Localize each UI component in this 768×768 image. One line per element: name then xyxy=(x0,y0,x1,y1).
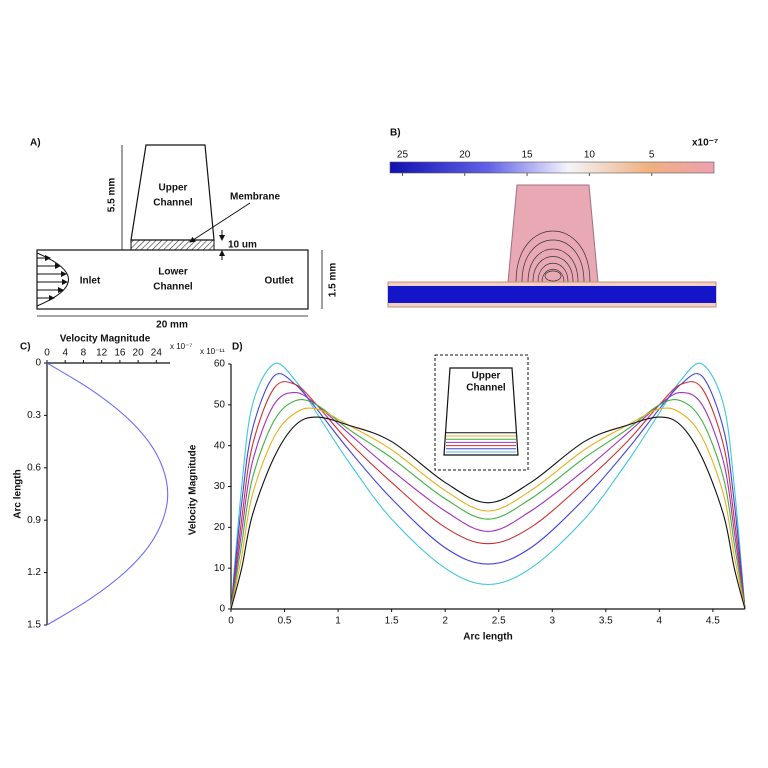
y-tick-label: 30 xyxy=(214,481,226,492)
panel-label: B) xyxy=(390,128,401,139)
inset-label: Upper xyxy=(472,371,501,382)
panel-label: C) xyxy=(20,342,31,353)
x-tick-label: 20 xyxy=(133,348,145,359)
x-tick-label: 0 xyxy=(44,348,50,359)
data-line xyxy=(230,416,746,610)
y-tick-label: 10 xyxy=(214,563,226,574)
panel-a xyxy=(36,144,323,317)
colorbar-tick-label: 20 xyxy=(459,150,471,161)
lower-channel-shape xyxy=(36,249,309,310)
x-tick-label: 4 xyxy=(62,348,68,359)
x-tick-label: 4.5 xyxy=(706,616,720,627)
data-line xyxy=(230,373,746,610)
thickness-label: 10 um xyxy=(228,240,257,251)
y-tick-label: 50 xyxy=(214,399,226,410)
y-tick-label: 0 xyxy=(219,604,225,615)
membrane-label: Membrane xyxy=(230,192,280,203)
outlet-label: Outlet xyxy=(265,276,295,287)
y-axis-label: Velocity Magnitude xyxy=(188,444,199,535)
x-tick-label: 2.5 xyxy=(492,616,506,627)
contour-lines xyxy=(515,230,591,283)
x-axis-label: Velocity Magnitude xyxy=(60,334,151,345)
x-tick-label: 0 xyxy=(228,616,234,627)
inset-label: Channel xyxy=(466,383,506,394)
data-line xyxy=(230,381,746,610)
x-tick-label: 0.5 xyxy=(278,616,292,627)
x-tick-label: 3.5 xyxy=(599,616,613,627)
dimension-label: 5.5 mm xyxy=(107,178,118,213)
y-tick-label: 0.3 xyxy=(27,410,41,421)
lower-channel-label: Lower xyxy=(158,267,188,278)
colorbar-tick-label: 25 xyxy=(397,150,409,161)
y-tick-label: 0.9 xyxy=(27,515,41,526)
y-tick-label: 0 xyxy=(35,358,41,369)
x-tick-label: 1.5 xyxy=(385,616,399,627)
colorbar-tick-label: 15 xyxy=(522,150,534,161)
panel-label: A) xyxy=(30,138,41,149)
x-tick-label: 4 xyxy=(657,616,663,627)
upper-channel-field xyxy=(507,184,599,283)
lower-channel-flow xyxy=(388,286,716,303)
x-tick-label: 8 xyxy=(81,348,87,359)
y-tick-label: 1.2 xyxy=(27,567,41,578)
colorbar-tick-label: 5 xyxy=(649,150,655,161)
panel-b-field xyxy=(387,184,717,308)
data-line xyxy=(230,407,746,610)
axis-scale: x 10⁻¹¹ xyxy=(200,347,225,356)
membrane-shape xyxy=(130,239,215,251)
x-tick-label: 1 xyxy=(335,616,341,627)
lower-channel-label: Channel xyxy=(153,282,193,293)
y-axis-label: Arc length xyxy=(13,469,24,518)
x-tick-label: 3 xyxy=(549,616,555,627)
colorbar-scale: x10⁻⁷ xyxy=(692,138,718,149)
y-tick-label: 0.6 xyxy=(27,462,41,473)
data-line xyxy=(46,362,169,626)
x-tick-label: 24 xyxy=(151,348,163,359)
y-tick-label: 60 xyxy=(214,359,226,370)
data-line xyxy=(230,399,746,610)
axis-scale: x 10⁻⁷ xyxy=(170,342,192,351)
upper-channel-label: Channel xyxy=(153,198,193,209)
upper-channel-label: Upper xyxy=(159,183,188,194)
y-tick-label: 40 xyxy=(214,440,226,451)
data-line xyxy=(230,362,746,610)
inlet-label: Inlet xyxy=(80,276,101,287)
colorbar xyxy=(389,161,715,174)
x-tick-label: 16 xyxy=(114,348,126,359)
colorbar-tick-label: 10 xyxy=(584,150,596,161)
x-tick-label: 12 xyxy=(96,348,108,359)
x-tick-label: 2 xyxy=(442,616,448,627)
dimension-label: 20 mm xyxy=(156,320,188,331)
y-tick-label: 1.5 xyxy=(27,620,41,631)
dimension-label: 1.5 mm xyxy=(328,263,339,298)
y-tick-label: 20 xyxy=(214,522,226,533)
membrane-arrow xyxy=(189,202,251,243)
panel-label: D) xyxy=(232,342,243,353)
x-axis-label: Arc length xyxy=(463,632,512,643)
data-line xyxy=(230,392,746,610)
inlet-arrows xyxy=(37,255,68,301)
inset-channel xyxy=(443,367,519,456)
